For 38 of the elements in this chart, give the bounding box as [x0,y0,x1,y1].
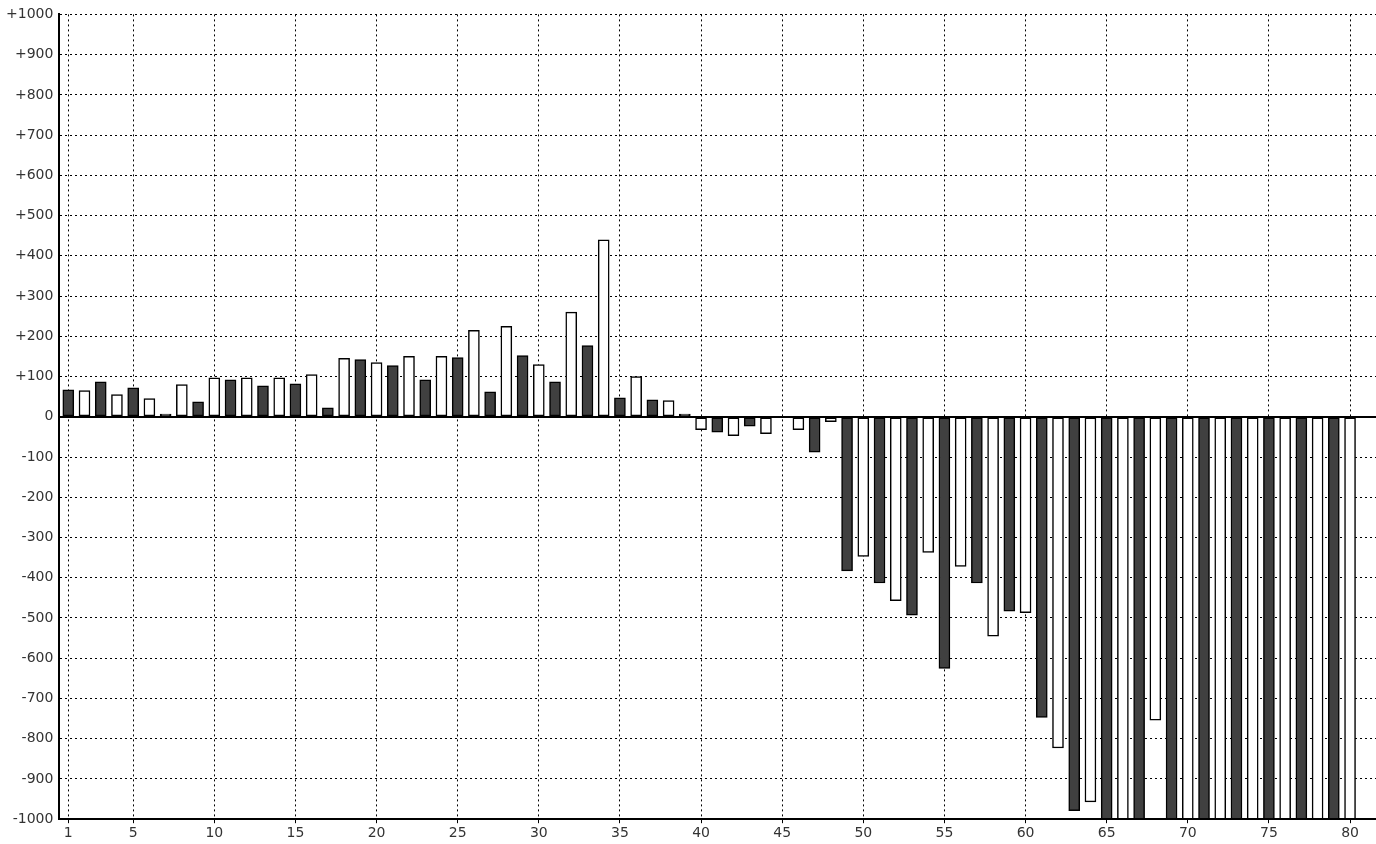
y-tick-label: +400 [14,246,54,263]
y-tick-label: -800 [21,729,54,746]
y-tick-label: -500 [21,608,54,625]
y-tick-label: +300 [14,286,54,303]
y-tick-label: 0 [44,407,54,424]
y-tick-label: -700 [21,689,54,706]
y-tick-label: +500 [14,206,54,223]
x-tick-label: 1 [63,824,73,841]
x-tick-label: 35 [611,824,629,841]
y-tick-label: -400 [21,568,54,585]
y-tick-label: +900 [14,45,54,62]
x-tick-label: 40 [692,824,710,841]
y-tick-label: +700 [14,125,54,142]
x-tick-label: 5 [128,824,138,841]
x-tick-label: 15 [286,824,305,841]
y-tick-label: +1000 [6,5,54,22]
y-tick-label: +100 [14,367,54,384]
x-tick-label: 80 [1341,824,1359,841]
y-tick-label: +600 [14,166,54,182]
x-tick-label: 65 [1097,824,1116,841]
y-tick-label: -300 [21,528,54,545]
x-tick-label: 45 [773,824,792,841]
x-tick-label: 60 [1016,824,1035,841]
y-tick-label: -600 [21,648,54,665]
x-tick-label: 20 [367,824,386,841]
x-tick-label: 10 [205,824,224,841]
y-tick-label: -1000 [12,809,54,826]
x-tick-label: 30 [529,824,548,841]
x-tick-label: 25 [448,824,467,841]
x-tick-label: 55 [935,824,954,841]
y-tick-label: -100 [21,447,54,464]
y-tick-label: +800 [14,85,54,102]
y-tick-label: -200 [21,487,54,504]
y-tick-label: -900 [21,769,54,786]
x-tick-label: 50 [854,824,873,841]
y-tick-label: +200 [14,326,54,343]
x-tick-label: 75 [1260,824,1278,841]
x-tick-label: 70 [1178,824,1197,841]
